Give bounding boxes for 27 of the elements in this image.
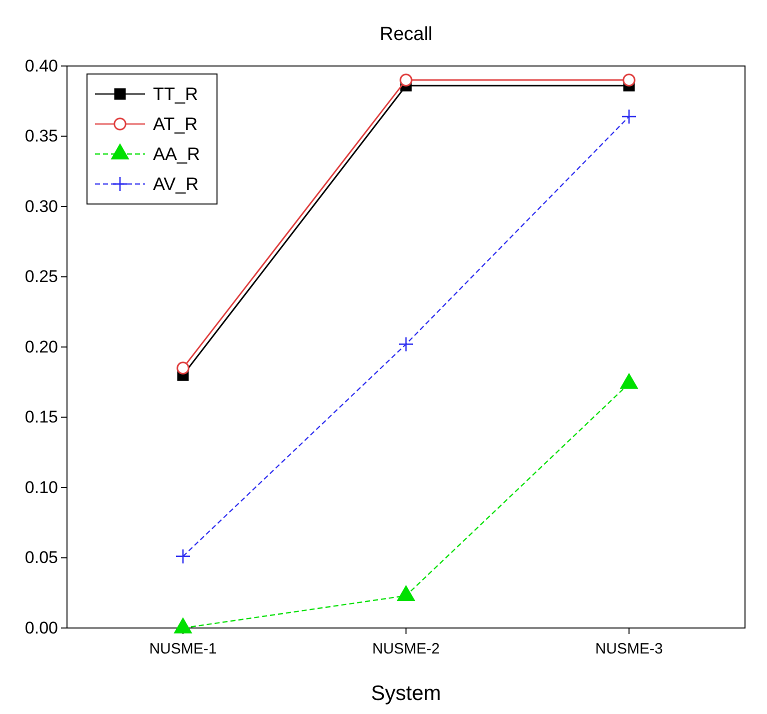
y-tick-label: 0.25 xyxy=(24,267,58,286)
x-tick-label: NUSME-2 xyxy=(372,640,440,658)
y-tick-label: 0.15 xyxy=(24,408,58,427)
x-axis-title: System xyxy=(370,682,442,705)
point xyxy=(622,74,636,86)
point xyxy=(399,337,413,352)
chart-title: Recall xyxy=(380,24,432,45)
point xyxy=(620,374,638,389)
y-tick-label: 0.05 xyxy=(24,548,58,568)
x-tick-label: NUSME-3 xyxy=(595,640,663,658)
legend-label: AA_R xyxy=(153,144,200,164)
point xyxy=(176,362,190,374)
y-tick-label: 0.35 xyxy=(24,126,58,146)
x-tick-label: NUSME-1 xyxy=(149,640,217,658)
legend-label: TT_R xyxy=(153,84,198,104)
point xyxy=(622,110,636,124)
legend-label: AV_R xyxy=(153,174,199,194)
y-tick-label: 0.00 xyxy=(24,618,58,638)
y-tick-label: 0.30 xyxy=(24,196,58,216)
point xyxy=(176,549,190,564)
point xyxy=(400,74,412,86)
y-tick-label: 0.10 xyxy=(24,478,58,497)
y-tick-label: 0.40 xyxy=(24,56,58,76)
point xyxy=(174,618,192,634)
legend-label: AT_R xyxy=(153,114,198,134)
point xyxy=(397,586,415,602)
y-tick-label: 0.20 xyxy=(24,337,58,356)
